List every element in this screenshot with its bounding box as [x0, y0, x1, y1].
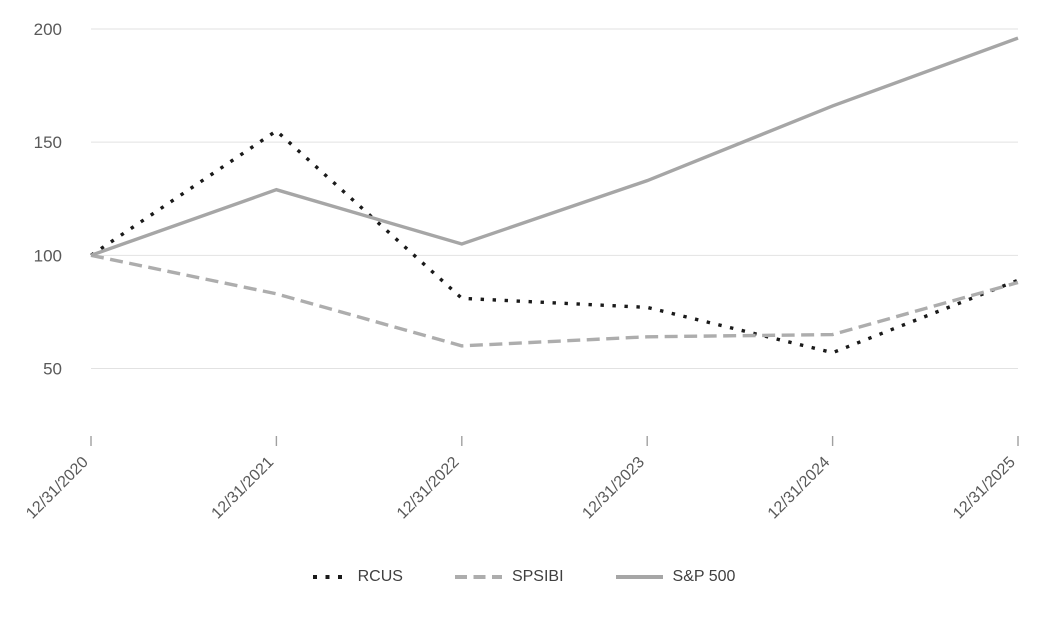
- y-axis-label: 200: [34, 20, 62, 39]
- line-chart-plot: 50 100 150 200 12/31/2020 12/31/2021 12/31/202…: [23, 20, 1019, 523]
- y-axis-label: 100: [34, 246, 62, 265]
- legend-label-spsibi: SPSIBI: [511, 568, 564, 585]
- series-line-spsibi: [90, 253, 1019, 348]
- legend-label-rcus: RCUS: [357, 568, 403, 585]
- legend-item-spsibi: SPSIBI: [454, 568, 564, 585]
- x-axis-label: 12/31/2025: [950, 454, 1019, 523]
- chart-legend: RCUS SPSIBI S&P 500: [0, 569, 1048, 585]
- x-axis-label: 12/31/2021: [209, 454, 278, 523]
- legend-marker-rcus-icon: [312, 575, 348, 579]
- series-line-s-p-500: [90, 36, 1019, 257]
- y-axis-label: 150: [34, 133, 62, 152]
- x-axis-label: 12/31/2022: [394, 454, 463, 523]
- x-axis-label: 12/31/2020: [23, 454, 92, 523]
- y-axis-label: 50: [43, 360, 62, 379]
- legend-marker-spsibi-icon: [454, 575, 502, 579]
- legend-item-sp500: S&P 500: [615, 568, 736, 585]
- legend-label-sp500: S&P 500: [672, 568, 736, 585]
- legend-marker-sp500-icon: [615, 575, 663, 579]
- x-axis-label: 12/31/2023: [579, 454, 648, 523]
- x-axis-label: 12/31/2024: [765, 454, 834, 523]
- legend-item-rcus: RCUS: [312, 568, 403, 585]
- series-line-rcus: [90, 128, 1019, 355]
